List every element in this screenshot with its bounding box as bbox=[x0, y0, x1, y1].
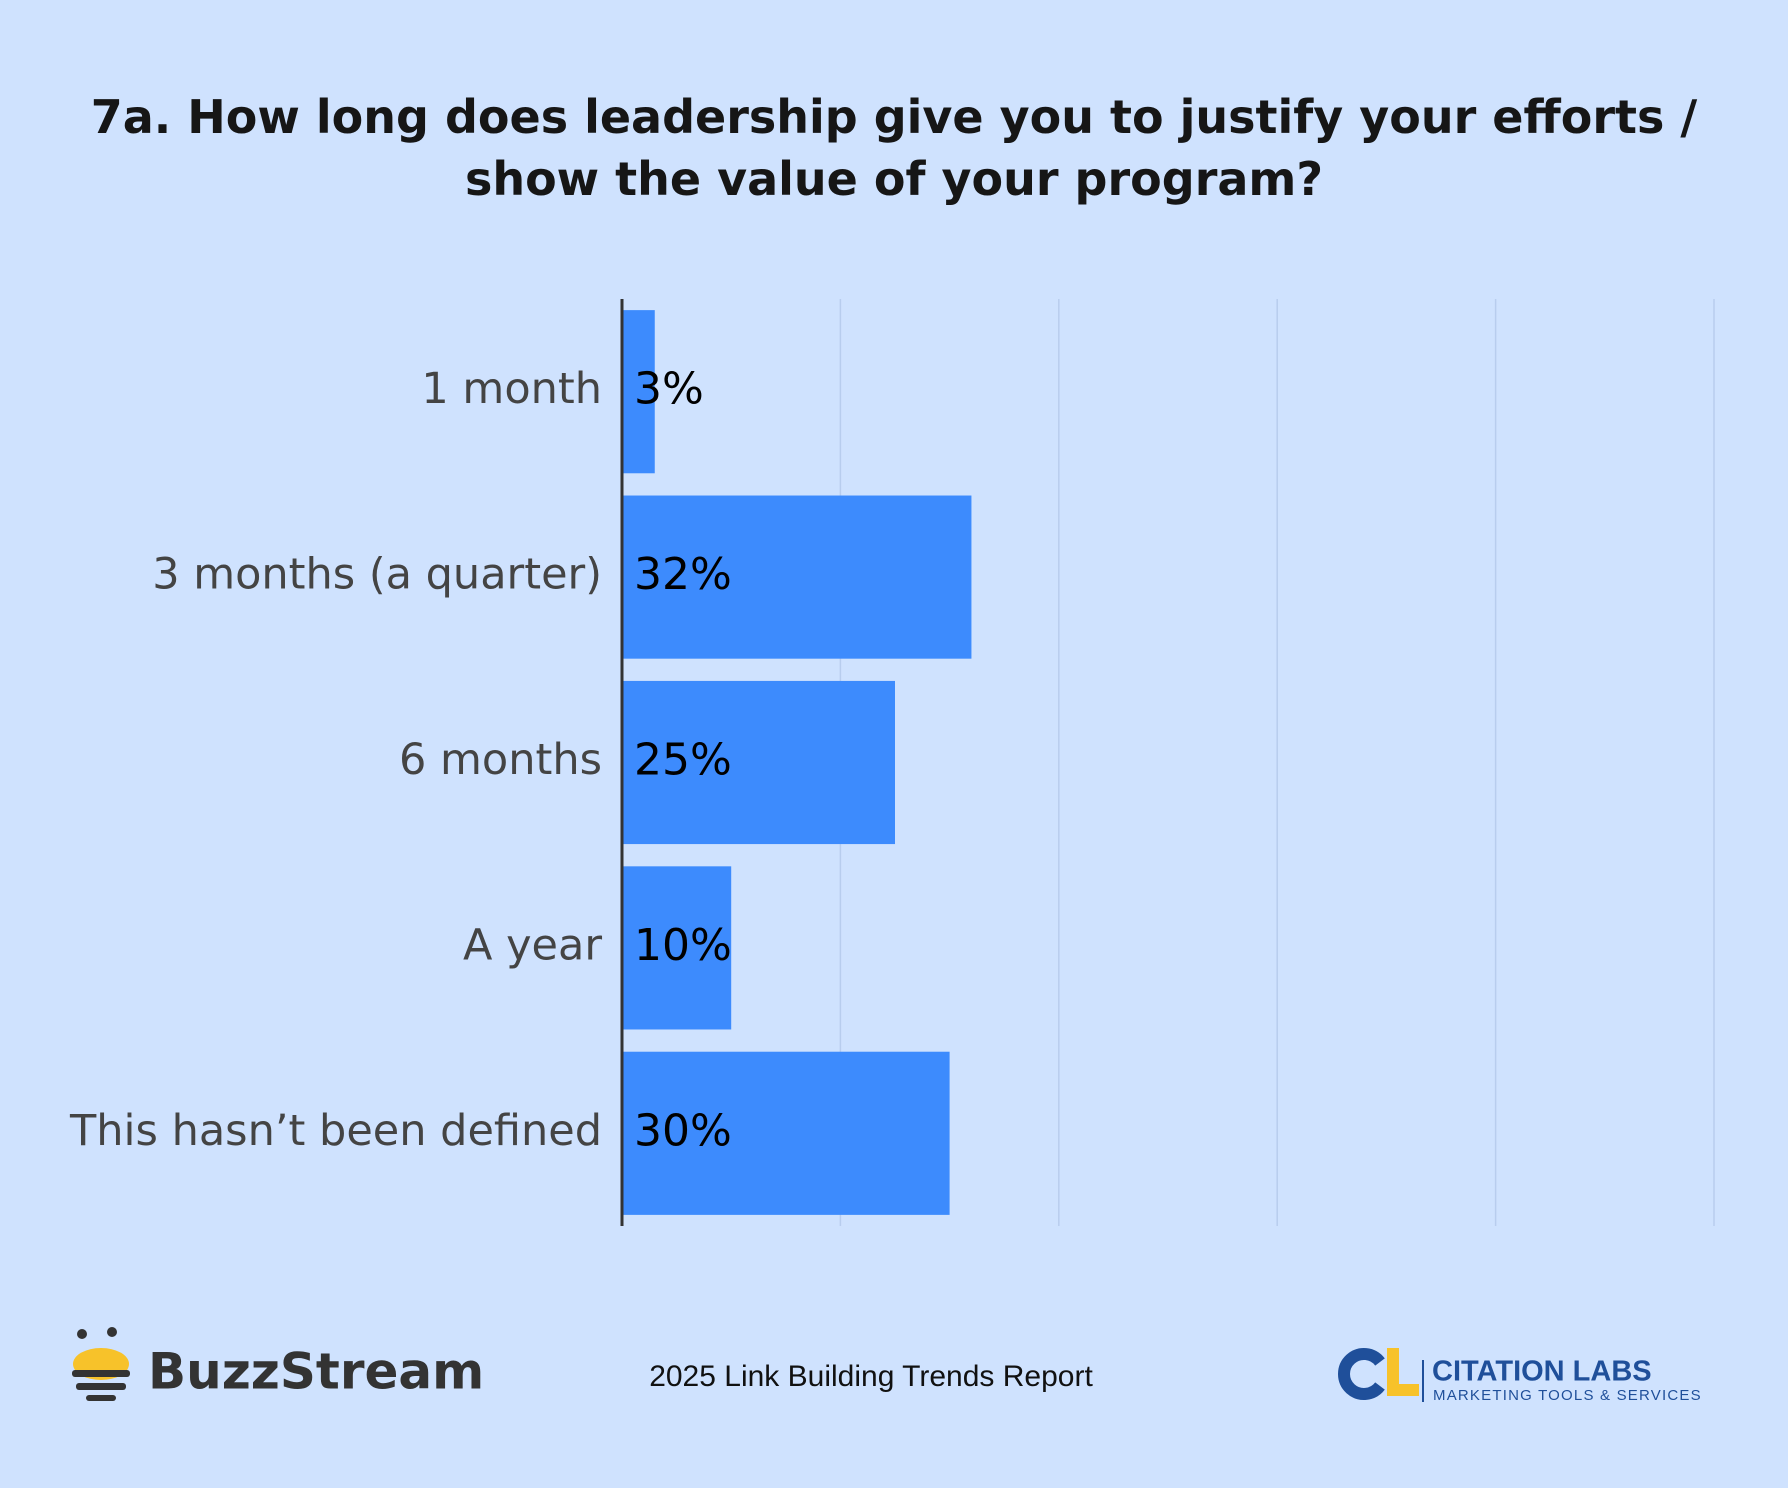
data-label: 3% bbox=[634, 364, 704, 415]
bar bbox=[622, 310, 655, 474]
y-tick-label: 3 months (a quarter) bbox=[152, 550, 602, 600]
y-tick-label: This hasn’t been defined bbox=[69, 1106, 602, 1156]
y-tick-label: 1 month bbox=[421, 364, 602, 414]
bar bbox=[622, 495, 972, 659]
bar bbox=[622, 1051, 950, 1215]
citation-labs-logo bbox=[1338, 1348, 1424, 1402]
chart-title: 7a. How long does leadership give you to… bbox=[90, 90, 1698, 206]
buzzstream-logo bbox=[72, 1327, 130, 1401]
bar bbox=[622, 680, 895, 845]
y-tick-label: A year bbox=[463, 920, 602, 970]
brand: BuzzStream bbox=[148, 1343, 484, 1401]
data-label: 10% bbox=[634, 920, 732, 971]
data-label: 32% bbox=[634, 549, 732, 600]
report-name: 2025 Link Building Trends Report bbox=[649, 1360, 1093, 1393]
partner: CITATION LABS bbox=[1432, 1356, 1652, 1388]
data-label: 25% bbox=[634, 735, 732, 786]
bar bbox=[622, 866, 732, 1030]
partner-tagline: MARKETING TOOLS & SERVICES bbox=[1433, 1387, 1702, 1404]
data-label: 30% bbox=[634, 1105, 732, 1156]
y-tick-label: 6 months bbox=[399, 735, 602, 785]
